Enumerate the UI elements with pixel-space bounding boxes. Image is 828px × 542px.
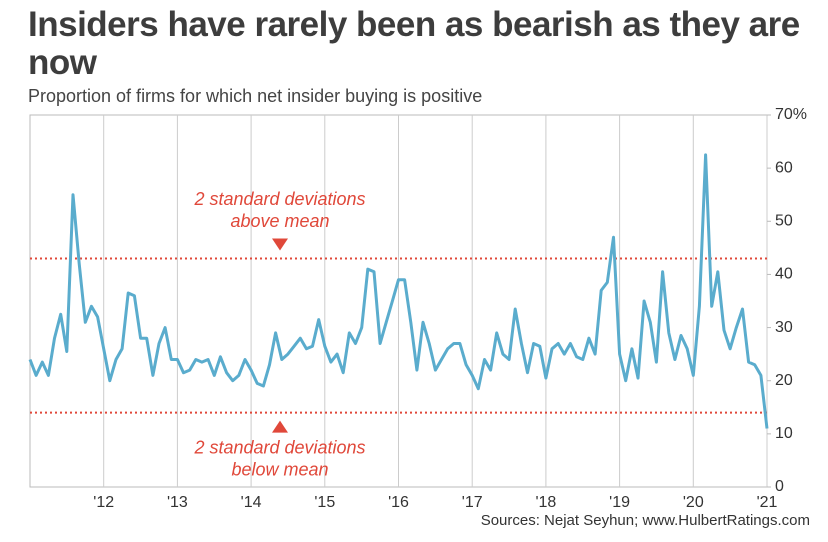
y-tick-label: 40: [775, 266, 793, 283]
annotation-arrow: [272, 420, 288, 433]
annotation: 2 standard deviations: [193, 189, 365, 209]
y-tick-label: 50: [775, 213, 793, 230]
y-tick-label: 70%: [775, 106, 807, 123]
x-tick-label: '12: [93, 494, 114, 511]
x-tick-label: '21: [757, 494, 778, 511]
x-tick-label: '18: [535, 494, 556, 511]
source-note: Sources: Nejat Seyhun; www.HulbertRating…: [480, 512, 810, 529]
x-tick-label: '14: [241, 494, 262, 511]
annotation: below mean: [231, 459, 328, 479]
x-tick-label: '13: [167, 494, 188, 511]
data-line: [28, 153, 769, 429]
chart-subtitle: Proportion of firms for which net inside…: [28, 86, 483, 106]
x-tick-label: '16: [388, 494, 409, 511]
y-tick-label: 0: [775, 478, 784, 495]
annotation-arrow: [272, 238, 288, 251]
x-tick-label: '17: [462, 494, 483, 511]
chart-title: Insiders have rarely been as bearish as …: [28, 5, 800, 82]
x-tick-label: '15: [314, 494, 335, 511]
y-tick-label: 10: [775, 425, 793, 442]
annotation: above mean: [230, 211, 329, 231]
annotation: 2 standard deviations: [193, 437, 365, 457]
y-tick-label: 30: [775, 319, 793, 336]
y-tick-label: 60: [775, 159, 793, 176]
y-tick-label: 20: [775, 372, 793, 389]
x-tick-label: '19: [609, 494, 630, 511]
x-tick-label: '20: [683, 494, 704, 511]
